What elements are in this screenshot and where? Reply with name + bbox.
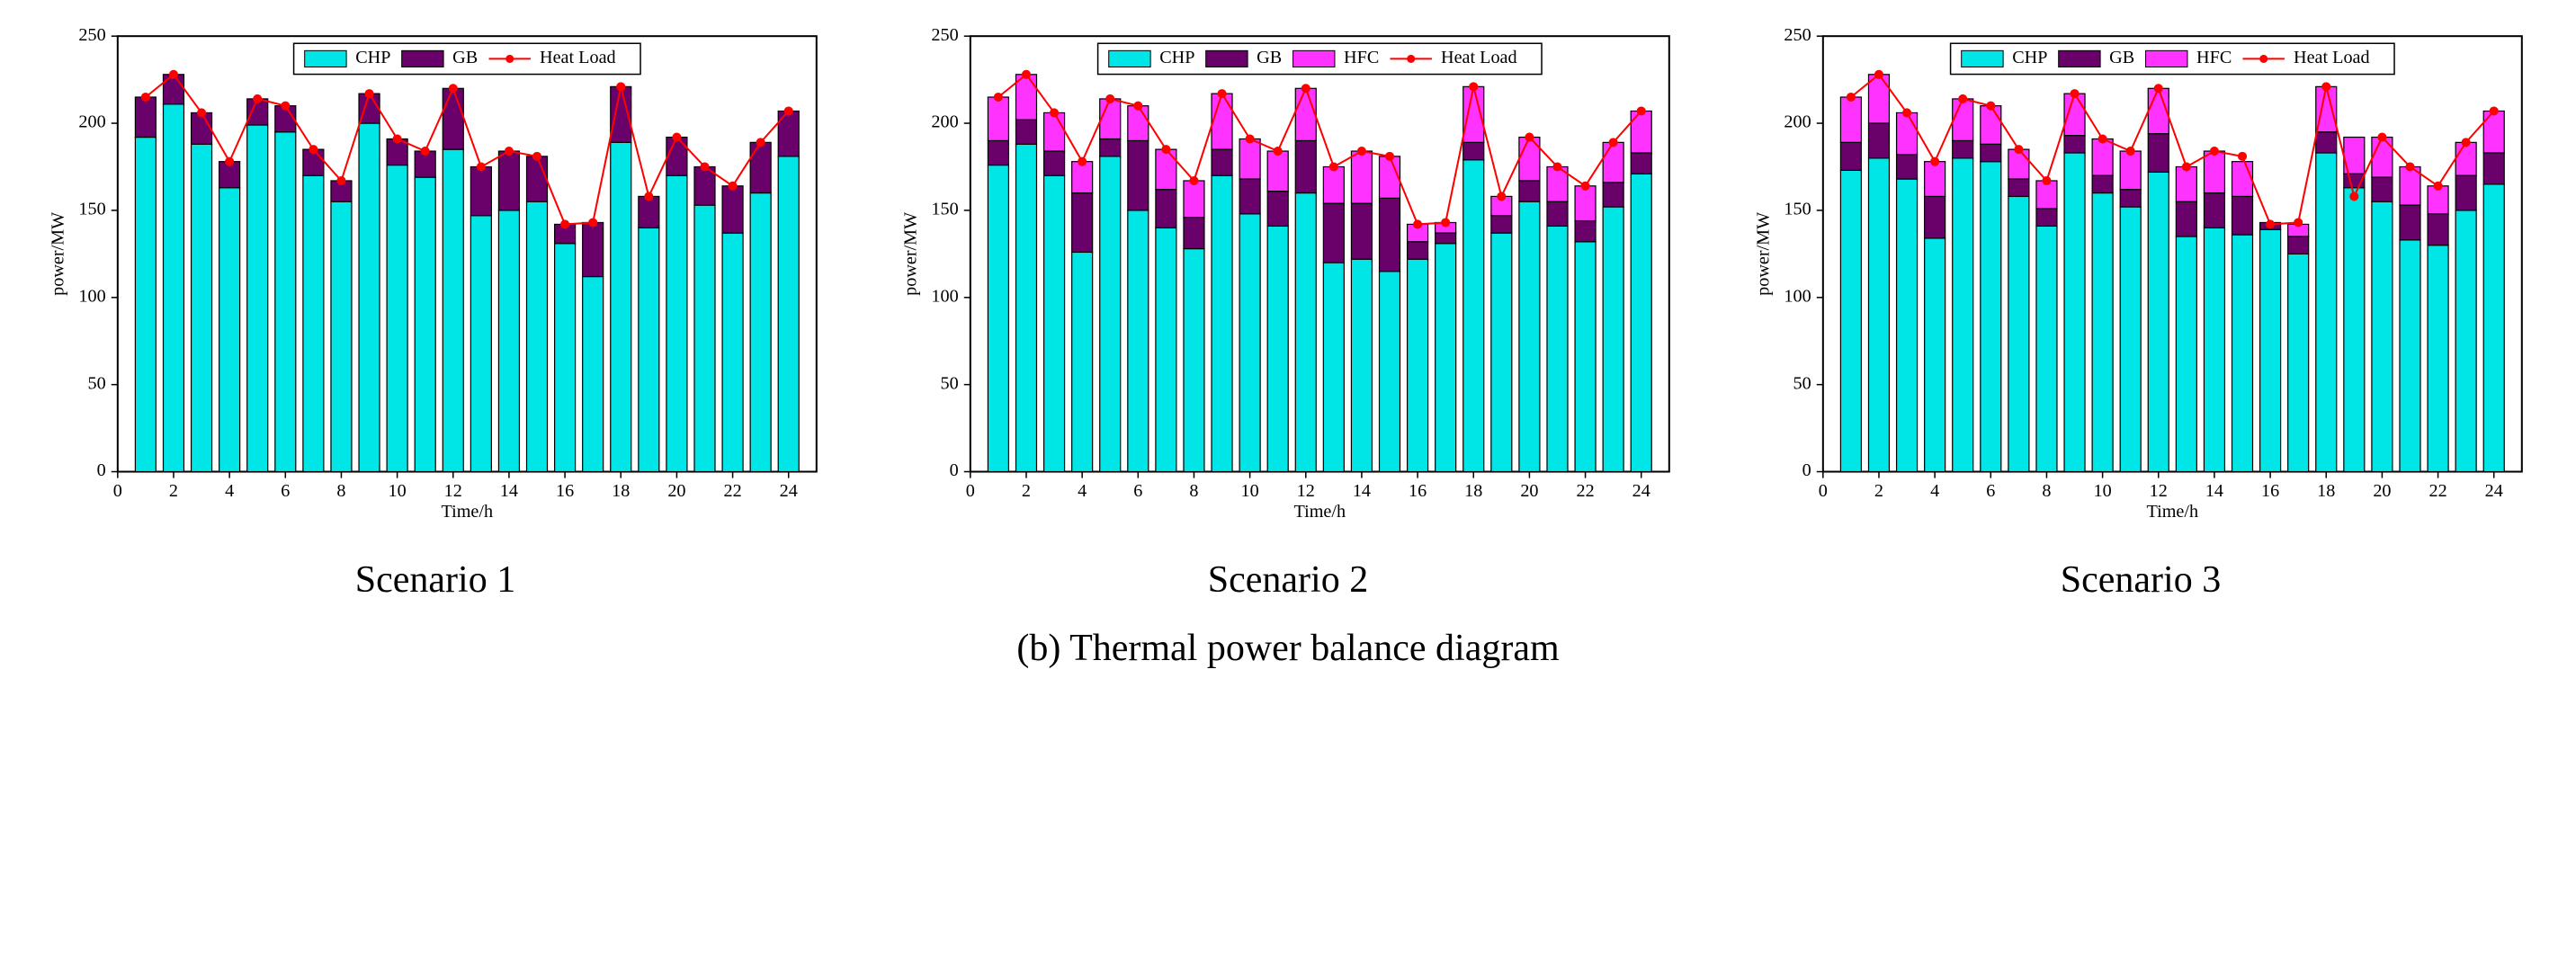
svg-text:20: 20 <box>2373 481 2391 501</box>
svg-text:50: 50 <box>1793 373 1811 393</box>
svg-text:Time/h: Time/h <box>2147 502 2199 522</box>
svg-text:18: 18 <box>2317 481 2335 501</box>
svg-text:10: 10 <box>2094 481 2112 501</box>
svg-text:150: 150 <box>931 200 958 219</box>
chart-scenario-3: 050100150200250024681012141618202224powe… <box>1741 18 2540 526</box>
svg-text:Heat Load: Heat Load <box>540 48 616 67</box>
svg-text:100: 100 <box>931 286 958 306</box>
svg-text:HFC: HFC <box>2196 48 2232 67</box>
svg-text:8: 8 <box>2042 481 2051 501</box>
svg-text:16: 16 <box>556 481 574 501</box>
scenario-caption-1: Scenario 1 <box>355 558 515 602</box>
svg-text:24: 24 <box>780 481 798 501</box>
svg-text:0: 0 <box>113 481 122 501</box>
chart-scenario-2: 050100150200250024681012141618202224powe… <box>889 18 1687 526</box>
svg-text:250: 250 <box>1784 25 1811 45</box>
svg-text:18: 18 <box>1464 481 1482 501</box>
svg-text:0: 0 <box>966 481 975 501</box>
svg-text:10: 10 <box>1241 481 1259 501</box>
svg-text:0: 0 <box>97 460 106 480</box>
svg-text:power/MW: power/MW <box>48 212 67 296</box>
panels-row: 050100150200250024681012141618202224powe… <box>36 18 2540 602</box>
svg-text:power/MW: power/MW <box>900 212 920 296</box>
svg-text:12: 12 <box>444 481 462 501</box>
svg-text:20: 20 <box>1520 481 1538 501</box>
svg-text:150: 150 <box>1784 200 1811 219</box>
svg-text:CHP: CHP <box>2012 48 2047 67</box>
svg-text:50: 50 <box>941 373 959 393</box>
svg-text:Heat Load: Heat Load <box>2294 48 2370 67</box>
svg-text:14: 14 <box>1353 481 1371 501</box>
svg-text:50: 50 <box>88 373 106 393</box>
svg-text:0: 0 <box>950 460 959 480</box>
svg-text:24: 24 <box>1632 481 1650 501</box>
svg-text:4: 4 <box>225 481 234 501</box>
svg-text:8: 8 <box>336 481 345 501</box>
svg-text:100: 100 <box>1784 286 1811 306</box>
scenario-caption-3: Scenario 3 <box>2061 558 2221 602</box>
scenario-caption-2: Scenario 2 <box>1208 558 1368 602</box>
svg-text:16: 16 <box>1409 481 1427 501</box>
svg-text:6: 6 <box>281 481 290 501</box>
svg-text:CHP: CHP <box>355 48 390 67</box>
svg-text:100: 100 <box>78 286 105 306</box>
svg-text:22: 22 <box>1576 481 1594 501</box>
svg-text:14: 14 <box>500 481 518 501</box>
svg-text:2: 2 <box>1874 481 1883 501</box>
svg-text:4: 4 <box>1930 481 1939 501</box>
svg-text:250: 250 <box>931 25 958 45</box>
figure-caption: (b) Thermal power balance diagram <box>36 627 2540 670</box>
svg-text:16: 16 <box>2261 481 2279 501</box>
svg-text:12: 12 <box>2150 481 2168 501</box>
svg-text:Heat Load: Heat Load <box>1441 48 1517 67</box>
svg-text:GB: GB <box>452 48 478 67</box>
svg-text:2: 2 <box>169 481 178 501</box>
svg-text:150: 150 <box>78 200 105 219</box>
chart-scenario-1: 050100150200250024681012141618202224powe… <box>36 18 835 526</box>
svg-text:power/MW: power/MW <box>1753 212 1773 296</box>
svg-text:HFC: HFC <box>1344 48 1379 67</box>
panel-scenario-2: 050100150200250024681012141618202224powe… <box>889 18 1687 602</box>
svg-text:8: 8 <box>1189 481 1198 501</box>
svg-text:6: 6 <box>1986 481 1995 501</box>
svg-text:12: 12 <box>1297 481 1315 501</box>
svg-text:200: 200 <box>78 112 105 132</box>
svg-text:200: 200 <box>1784 112 1811 132</box>
svg-text:200: 200 <box>931 112 958 132</box>
svg-text:Time/h: Time/h <box>442 502 494 522</box>
svg-text:Time/h: Time/h <box>1294 502 1346 522</box>
svg-text:20: 20 <box>667 481 685 501</box>
thermal-power-balance-figure: 050100150200250024681012141618202224powe… <box>0 0 2576 697</box>
svg-text:CHP: CHP <box>1159 48 1194 67</box>
svg-text:4: 4 <box>1078 481 1087 501</box>
svg-text:24: 24 <box>2485 481 2503 501</box>
svg-text:GB: GB <box>2109 48 2134 67</box>
panel-scenario-3: 050100150200250024681012141618202224powe… <box>1741 18 2540 602</box>
svg-text:14: 14 <box>2205 481 2223 501</box>
svg-text:0: 0 <box>1802 460 1811 480</box>
svg-text:22: 22 <box>723 481 741 501</box>
svg-text:250: 250 <box>78 25 105 45</box>
svg-text:6: 6 <box>1133 481 1142 501</box>
svg-text:GB: GB <box>1257 48 1282 67</box>
svg-text:10: 10 <box>389 481 407 501</box>
svg-text:18: 18 <box>612 481 630 501</box>
svg-text:2: 2 <box>1022 481 1031 501</box>
svg-text:0: 0 <box>1819 481 1828 501</box>
panel-scenario-1: 050100150200250024681012141618202224powe… <box>36 18 835 602</box>
svg-text:22: 22 <box>2428 481 2446 501</box>
